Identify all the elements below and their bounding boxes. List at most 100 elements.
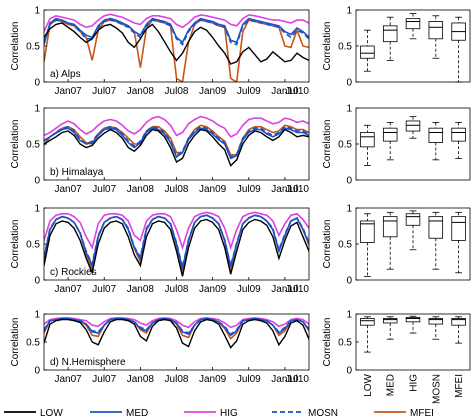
y-tick-label: 0.5 <box>26 338 40 349</box>
series-line-hig <box>44 13 309 32</box>
line-panel-2: 0 0.5 1 Jan07 Jul07 Jan08 Jul08 Jan09 Jul09 Jan10… <box>10 204 310 295</box>
x-tick-label: Jul09 <box>237 184 261 195</box>
y-tick-label: 0 <box>34 276 40 287</box>
y-tick-label: 1 <box>346 204 352 215</box>
line-panel-1: 0 0.5 1 Jan07 Jul07 Jan08 Jul08 Jan09 Jul09 Jan10… <box>10 104 310 195</box>
legend-label: MOSN <box>308 408 338 418</box>
box-mfei <box>451 122 466 159</box>
box-body <box>405 316 421 323</box>
box-body <box>451 216 466 241</box>
box-low <box>360 29 375 72</box>
x-tick-label: Jul09 <box>237 86 261 97</box>
x-tick-label: Jan07 <box>54 284 82 295</box>
y-tick-label: 0.5 <box>338 338 352 349</box>
category-label: MFEI <box>454 374 465 398</box>
y-tick-label: 0 <box>34 78 40 89</box>
x-tick-label: Jan10 <box>271 284 299 295</box>
y-tick-label: 1 <box>346 6 352 17</box>
box-panel-1: 0 0.5 1 Correlation <box>322 104 471 187</box>
legend-label: LOW <box>40 408 63 418</box>
x-tick-label: Jul10 <box>285 284 309 295</box>
y-tick-label: 0 <box>346 78 352 89</box>
box-mosn <box>428 122 444 161</box>
box-low <box>360 213 375 277</box>
x-tick-label: Jul08 <box>165 86 189 97</box>
series-group <box>44 317 309 349</box>
x-tick-label: Jan08 <box>127 184 155 195</box>
box-low <box>360 316 375 353</box>
box-hig <box>405 13 421 40</box>
y-tick-label: 0.5 <box>26 140 40 151</box>
series-line-low <box>44 318 309 349</box>
category-label: MED <box>386 374 397 396</box>
box-body <box>360 132 375 148</box>
y-tick-label: 0 <box>34 366 40 377</box>
panel-label: b) Himalaya <box>50 167 104 178</box>
y-axis-label: Correlation <box>322 220 333 269</box>
legend-label: MFEI <box>410 408 434 418</box>
series-line-hig <box>44 317 309 329</box>
series-line-low <box>44 22 309 65</box>
y-tick-label: 0.5 <box>338 240 352 251</box>
x-tick-label: Jul10 <box>285 374 309 385</box>
x-tick-label: Jul09 <box>237 284 261 295</box>
box-body <box>405 213 421 226</box>
legend-label: HIG <box>220 408 238 418</box>
series-line-mfei <box>44 124 309 156</box>
box-body <box>428 216 444 239</box>
series-line-hig <box>44 211 309 251</box>
box-body <box>382 216 398 238</box>
panel-label: c) Rockies <box>50 267 97 278</box>
y-tick-label: 0.5 <box>26 240 40 251</box>
series-group <box>44 115 309 167</box>
x-tick-label: Jan09 <box>199 374 227 385</box>
y-axis-label: Correlation <box>10 22 21 71</box>
panel-label: a) Alps <box>50 69 81 80</box>
box-med <box>382 16 398 61</box>
box-hig <box>405 315 421 334</box>
y-tick-label: 0.5 <box>338 42 352 53</box>
x-tick-label: Jul07 <box>92 374 116 385</box>
series-line-low <box>44 218 309 277</box>
x-tick-label: Jan10 <box>271 86 299 97</box>
y-tick-label: 1 <box>34 104 40 115</box>
y-tick-label: 1 <box>346 310 352 321</box>
box-low <box>360 124 375 167</box>
box-mfei <box>451 211 466 274</box>
box-med <box>382 316 398 340</box>
y-tick-label: 0 <box>346 176 352 187</box>
box-hig <box>405 210 421 251</box>
box-body <box>428 127 444 143</box>
x-tick-label: Jul08 <box>165 184 189 195</box>
y-axis-label: Correlation <box>10 318 21 367</box>
series-line-mfei <box>44 19 309 82</box>
y-tick-label: 1 <box>34 204 40 215</box>
x-tick-label: Jan07 <box>54 184 82 195</box>
y-axis-label: Correlation <box>10 120 21 169</box>
y-tick-label: 1 <box>34 6 40 17</box>
y-tick-label: 0 <box>346 366 352 377</box>
y-axis-label: Correlation <box>322 318 333 367</box>
x-tick-label: Jan08 <box>127 374 155 385</box>
box-body <box>428 318 444 325</box>
box-mfei <box>451 16 466 83</box>
x-tick-label: Jan09 <box>199 86 227 97</box>
box-body <box>451 127 466 142</box>
y-axis-label: Correlation <box>322 120 333 169</box>
box-mfei <box>451 316 466 344</box>
category-label: LOW <box>363 373 374 396</box>
box-med <box>382 122 398 161</box>
box-body <box>382 318 398 324</box>
box-panel-0: 0 0.5 1 Correlation <box>322 6 471 89</box>
line-panel-0: 0 0.5 1 Jan07 Jul07 Jan08 Jul08 Jan09 Jul09 Jan10… <box>10 6 310 97</box>
x-tick-label: Jan10 <box>271 374 299 385</box>
x-tick-label: Jan08 <box>127 86 155 97</box>
box-body <box>382 25 398 43</box>
series-line-mosn <box>44 317 309 336</box>
x-tick-label: Jul09 <box>237 374 261 385</box>
box-body <box>382 127 398 142</box>
axes-frame <box>43 9 310 83</box>
y-tick-label: 0 <box>346 276 352 287</box>
legend-label: MED <box>126 408 148 418</box>
